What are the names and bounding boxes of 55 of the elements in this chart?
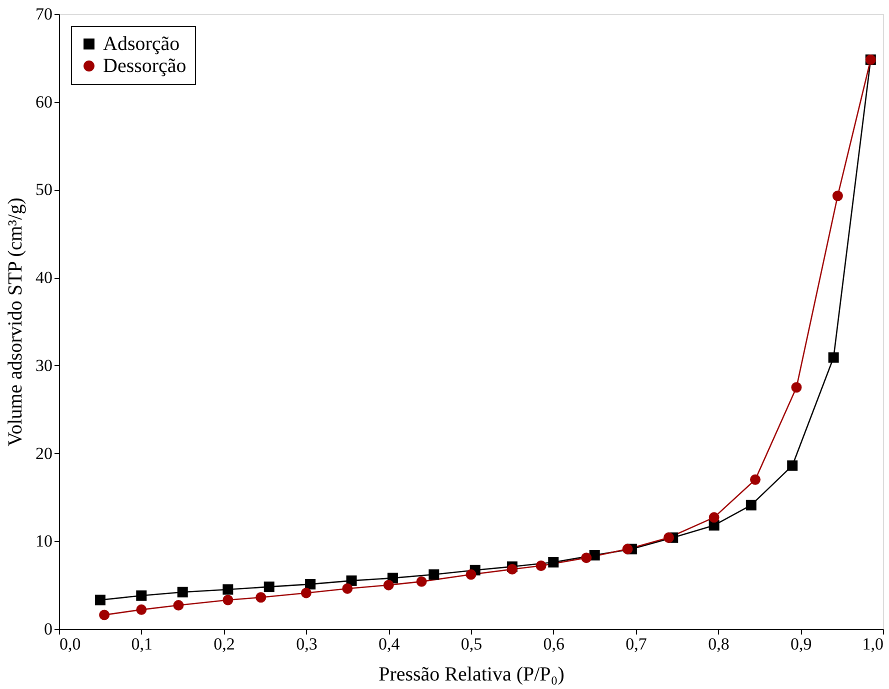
point <box>300 588 312 598</box>
x-tick-label: 0,7 <box>626 634 648 654</box>
y-tick-label: 70 <box>36 4 52 24</box>
point <box>94 594 106 606</box>
point <box>828 352 839 363</box>
point <box>581 552 592 564</box>
point <box>264 582 274 592</box>
point <box>787 460 798 471</box>
point <box>832 190 843 202</box>
y-tick-label: 40 <box>36 268 52 288</box>
x-tick-label: 0,3 <box>296 634 318 654</box>
x-tick-label: 0,5 <box>460 634 482 654</box>
y-tick-label: 20 <box>36 444 52 463</box>
x-tick-label: 0,6 <box>543 634 565 654</box>
point <box>589 550 600 560</box>
point <box>136 590 147 601</box>
x-tick-label: 0,4 <box>378 634 400 654</box>
legend-label: Dessorção <box>103 55 186 77</box>
y-tick-label: 50 <box>36 180 52 200</box>
point <box>136 604 147 615</box>
point <box>346 575 357 586</box>
point <box>342 583 353 594</box>
point <box>177 586 188 598</box>
point <box>664 532 674 543</box>
point <box>746 500 756 510</box>
point <box>708 512 720 523</box>
point <box>383 580 394 590</box>
x-tick-label: 0,9 <box>790 634 812 654</box>
point <box>256 592 266 603</box>
y-tick-label: 0 <box>44 620 52 638</box>
y-axis-title: Volume adsorvido STP (cm³/g) <box>4 198 26 446</box>
y-tick-label: 10 <box>36 532 52 551</box>
point <box>305 578 316 590</box>
point <box>750 474 761 485</box>
x-tick-label: 0,0 <box>60 634 81 654</box>
point <box>548 556 559 568</box>
x-tick-label: 0,1 <box>131 634 153 654</box>
point <box>222 584 234 595</box>
point <box>791 382 802 393</box>
point <box>506 564 518 574</box>
point <box>99 610 110 620</box>
x-tick-label: 0,8 <box>708 634 730 654</box>
legend-label: Adsorção <box>103 33 180 55</box>
x-axis-title: Pressão Relativa (P/P₀) <box>378 664 564 686</box>
x-tick-label: 0,2 <box>214 634 235 654</box>
point <box>428 569 440 580</box>
point <box>466 569 476 580</box>
y-tick-label: 30 <box>36 356 52 375</box>
point <box>173 600 184 611</box>
point <box>416 576 427 587</box>
point <box>536 560 546 571</box>
point <box>622 544 633 554</box>
point <box>222 594 234 606</box>
y-tick-label: 60 <box>36 92 52 112</box>
x-tick-label: 1,0 <box>862 634 884 654</box>
